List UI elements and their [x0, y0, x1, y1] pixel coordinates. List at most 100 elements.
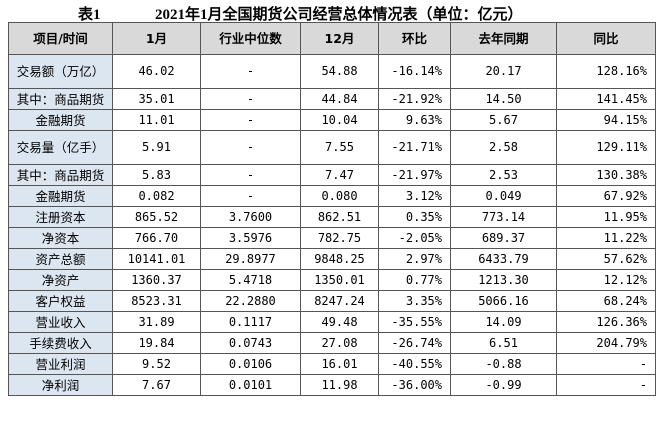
cell: 5.91: [112, 130, 201, 165]
row-label: 金融期货: [8, 185, 113, 207]
table-row: 净资产 1360.37 5.4718 1350.01 0.77% 1213.30 12.12…: [8, 269, 656, 291]
cell: -0.99: [450, 374, 557, 396]
cell: -: [200, 164, 301, 186]
cell: 2.58: [450, 130, 557, 165]
cell: 782.75: [300, 227, 379, 249]
cell: 29.8977: [200, 248, 301, 270]
table-row: 交易量（亿手） 5.91-7.55 -21.71% 2.58 129.11%: [8, 130, 656, 165]
cell: 67.92%: [556, 185, 656, 207]
cell: 862.51: [300, 206, 379, 228]
cell: -16.14%: [378, 54, 451, 89]
table-row: 客户权益 8523.31 22.2880 8247.24 3.35% 5066.16 68.…: [8, 290, 656, 312]
row-label: 资产总额: [8, 248, 113, 270]
cell: 57.62%: [556, 248, 656, 270]
cell: 130.38%: [556, 164, 656, 186]
cell: 14.50: [450, 88, 557, 110]
cell: 16.01: [300, 353, 379, 375]
cell: 22.2880: [200, 290, 301, 312]
table-row: 其中：商品期货 35.01-44.84 -21.92% 14.50 141.45%: [8, 88, 656, 110]
table-label: 表1: [78, 7, 101, 23]
row-label: 净资产: [8, 269, 113, 291]
cell: 1213.30: [450, 269, 557, 291]
row-label: 净资本: [8, 227, 113, 249]
cell: 49.48: [300, 311, 379, 333]
cell: 1360.37: [112, 269, 201, 291]
row-label: 客户权益: [8, 290, 113, 312]
column-header: 12月: [300, 22, 379, 55]
table-title: 2021年1月全国期货公司经营总体情况表（单位：亿元）: [155, 7, 523, 23]
cell: -: [556, 353, 656, 375]
cell: 5066.16: [450, 290, 557, 312]
table-row: 手续费收入 19.84 0.0743 27.08 -26.74% 6.51 204.79%: [8, 332, 656, 354]
cell: 3.7600: [200, 206, 301, 228]
cell: 0.0743: [200, 332, 301, 354]
cell: 11.98: [300, 374, 379, 396]
cell: 14.09: [450, 311, 557, 333]
row-label: 手续费收入: [8, 332, 113, 354]
cell: 2.97%: [378, 248, 451, 270]
cell: 128.16%: [556, 54, 656, 89]
table-row: 其中：商品期货 5.83-7.47 -21.97% 2.53 130.38%: [8, 164, 656, 186]
cell: 766.70: [112, 227, 201, 249]
cell: 9.52: [112, 353, 201, 375]
cell: -: [556, 374, 656, 396]
cell: -35.55%: [378, 311, 451, 333]
cell: 12.12%: [556, 269, 656, 291]
cell: -40.55%: [378, 353, 451, 375]
cell: -21.92%: [378, 88, 451, 110]
table-row: 净利润 7.67 0.0101 11.98 -36.00% -0.99-: [8, 374, 656, 396]
cell: 0.0106: [200, 353, 301, 375]
cell: -: [200, 54, 301, 89]
cell: 3.12%: [378, 185, 451, 207]
data-table: 项目/时间 1月 行业中位数 12月 环比 去年同期 同比 交易额（万亿） 46.02-54.…: [8, 22, 656, 396]
cell: -0.88: [450, 353, 557, 375]
row-label: 其中：商品期货: [8, 164, 113, 186]
column-header: 1月: [112, 22, 201, 55]
column-header: 项目/时间: [8, 22, 113, 55]
cell: 44.84: [300, 88, 379, 110]
cell: 141.45%: [556, 88, 656, 110]
cell: 46.02: [112, 54, 201, 89]
cell: 20.17: [450, 54, 557, 89]
column-header: 环比: [378, 22, 451, 55]
cell: 9848.25: [300, 248, 379, 270]
cell: 6.51: [450, 332, 557, 354]
cell: 773.14: [450, 206, 557, 228]
row-label: 营业收入: [8, 311, 113, 333]
table-row: 营业收入 31.89 0.1117 49.48 -35.55% 14.09 126.36%: [8, 311, 656, 333]
cell: 54.88: [300, 54, 379, 89]
row-label: 交易量（亿手）: [8, 130, 113, 165]
table-row: 交易额（万亿） 46.02-54.88 -16.14% 20.17 128.16%: [8, 54, 656, 89]
row-label: 净利润: [8, 374, 113, 396]
header-row: 项目/时间 1月 行业中位数 12月 环比 去年同期 同比: [8, 22, 656, 55]
table-body: 交易额（万亿） 46.02-54.88 -16.14% 20.17 128.16% 其中：…: [8, 54, 656, 396]
cell: 0.1117: [200, 311, 301, 333]
column-header: 去年同期: [450, 22, 557, 55]
row-label: 注册资本: [8, 206, 113, 228]
cell: 10141.01: [112, 248, 201, 270]
column-header: 同比: [556, 22, 656, 55]
cell: 0.77%: [378, 269, 451, 291]
row-label: 交易额（万亿）: [8, 54, 113, 89]
cell: -: [200, 185, 301, 207]
cell: 204.79%: [556, 332, 656, 354]
table-row: 金融期货 11.01-10.04 9.63% 5.67 94.15%: [8, 109, 656, 131]
cell: 11.22%: [556, 227, 656, 249]
cell: -: [200, 109, 301, 131]
cell: 68.24%: [556, 290, 656, 312]
cell: 0.049: [450, 185, 557, 207]
cell: 7.55: [300, 130, 379, 165]
row-label: 营业利润: [8, 353, 113, 375]
table-row: 注册资本 865.52 3.7600 862.51 0.35% 773.14 11.95%: [8, 206, 656, 228]
cell: 0.35%: [378, 206, 451, 228]
cell: 35.01: [112, 88, 201, 110]
cell: 0.080: [300, 185, 379, 207]
cell: 9.63%: [378, 109, 451, 131]
cell: 19.84: [112, 332, 201, 354]
cell: -2.05%: [378, 227, 451, 249]
cell: 6433.79: [450, 248, 557, 270]
row-label: 其中：商品期货: [8, 88, 113, 110]
cell: 5.4718: [200, 269, 301, 291]
cell: -26.74%: [378, 332, 451, 354]
cell: 1350.01: [300, 269, 379, 291]
